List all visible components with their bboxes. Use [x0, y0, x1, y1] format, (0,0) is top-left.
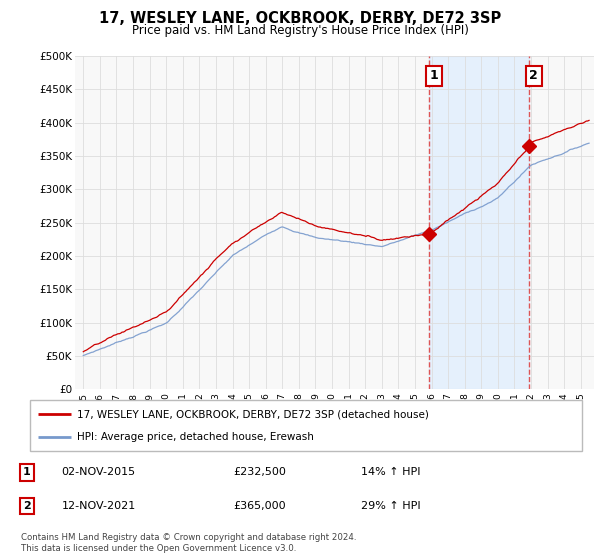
- Text: 1: 1: [23, 468, 31, 478]
- Text: 2: 2: [23, 501, 31, 511]
- Text: £365,000: £365,000: [233, 501, 286, 511]
- Text: Price paid vs. HM Land Registry's House Price Index (HPI): Price paid vs. HM Land Registry's House …: [131, 24, 469, 36]
- Text: 29% ↑ HPI: 29% ↑ HPI: [361, 501, 421, 511]
- Text: 14% ↑ HPI: 14% ↑ HPI: [361, 468, 421, 478]
- Text: Contains HM Land Registry data © Crown copyright and database right 2024.
This d: Contains HM Land Registry data © Crown c…: [21, 533, 356, 553]
- Bar: [429, 56, 529, 389]
- FancyBboxPatch shape: [30, 400, 582, 451]
- Text: 02-NOV-2015: 02-NOV-2015: [61, 468, 136, 478]
- Text: 1: 1: [430, 69, 438, 82]
- Text: 2: 2: [529, 69, 538, 82]
- Text: 17, WESLEY LANE, OCKBROOK, DERBY, DE72 3SP (detached house): 17, WESLEY LANE, OCKBROOK, DERBY, DE72 3…: [77, 409, 429, 419]
- Text: 17, WESLEY LANE, OCKBROOK, DERBY, DE72 3SP: 17, WESLEY LANE, OCKBROOK, DERBY, DE72 3…: [99, 11, 501, 26]
- Text: HPI: Average price, detached house, Erewash: HPI: Average price, detached house, Erew…: [77, 432, 314, 442]
- Text: £232,500: £232,500: [233, 468, 286, 478]
- Text: 12-NOV-2021: 12-NOV-2021: [61, 501, 136, 511]
